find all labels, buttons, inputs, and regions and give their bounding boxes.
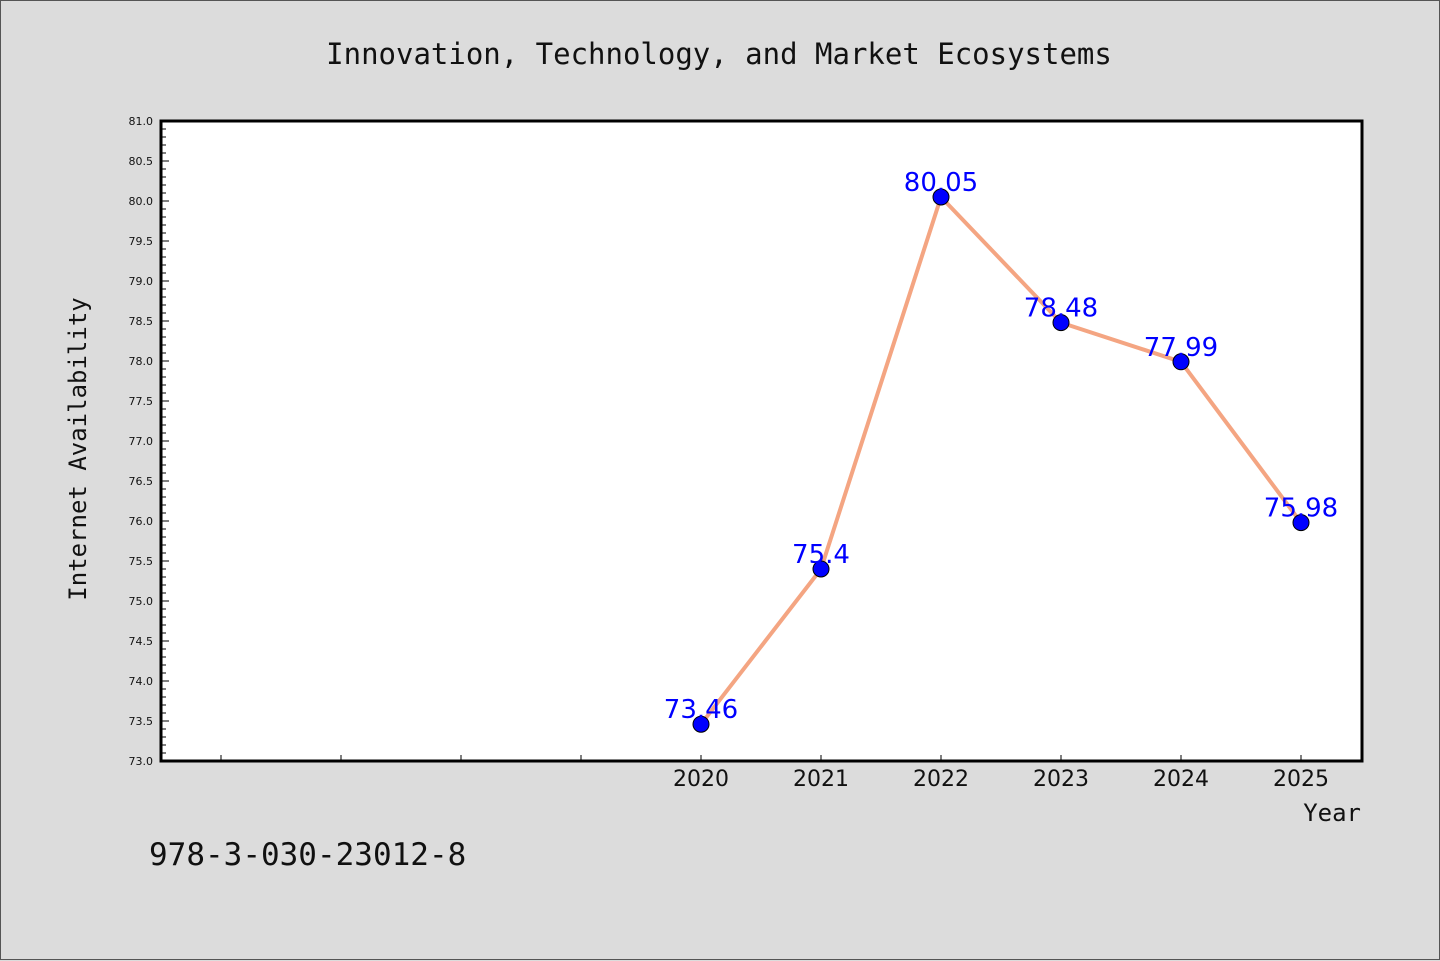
data-label: 75.4 <box>792 540 850 570</box>
data-point <box>812 560 830 578</box>
data-label: 73.46 <box>664 695 738 725</box>
x-tick-label: 2021 <box>793 767 849 792</box>
data-point <box>932 188 950 206</box>
x-tick-label: 2025 <box>1273 767 1329 792</box>
x-axis-label: Year <box>1303 799 1361 827</box>
y-tick-label: 77.0 <box>129 435 154 448</box>
y-tick-label: 73.5 <box>129 715 154 728</box>
y-tick-label: 76.5 <box>129 475 154 488</box>
y-tick-label: 79.0 <box>129 275 154 288</box>
y-tick-label: 74.0 <box>129 675 154 688</box>
y-tick-label: 78.5 <box>129 315 154 328</box>
data-point <box>692 715 710 733</box>
x-tick-label: 2022 <box>913 767 969 792</box>
x-axis-ticks: 2020 2021 2022 2023 2024 2025 <box>220 755 1329 792</box>
y-tick-label: 80.5 <box>129 155 154 168</box>
data-point <box>1052 314 1070 332</box>
x-tick-label: 2023 <box>1033 767 1089 792</box>
y-axis-label: Internet Availability <box>64 297 92 600</box>
y-tick-label: 74.5 <box>129 635 154 648</box>
x-tick-label: 2020 <box>673 767 729 792</box>
y-axis-ticks: 73.0 73.5 74.0 74.5 75.0 75.5 76.0 76.5 77.0 77.5… <box>129 115 169 768</box>
plot-area <box>159 119 1364 763</box>
data-label: 80.05 <box>904 168 978 198</box>
y-tick-label: 78.0 <box>129 355 154 368</box>
data-label: 77.99 <box>1144 333 1218 363</box>
y-tick-label: 81.0 <box>129 115 154 128</box>
data-label: 78.48 <box>1024 294 1098 324</box>
y-tick-label: 73.0 <box>129 755 154 768</box>
y-tick-label: 79.5 <box>129 235 154 248</box>
data-point <box>1292 514 1310 532</box>
x-tick-label: 2024 <box>1153 767 1209 792</box>
y-tick-label: 76.0 <box>129 515 154 528</box>
data-label: 75.98 <box>1264 494 1338 524</box>
data-point <box>1172 353 1190 371</box>
isbn-footer: 978-3-030-23012-8 <box>149 837 466 873</box>
chart-title: Innovation, Technology, and Market Ecosy… <box>326 37 1112 71</box>
series-line <box>699 195 1303 726</box>
y-tick-label: 75.5 <box>129 555 154 568</box>
y-tick-label: 75.0 <box>129 595 154 608</box>
y-tick-label: 77.5 <box>129 395 154 408</box>
series-layer: 73.46 75.4 80.05 78.48 77.99 75.98 <box>664 168 1338 733</box>
y-tick-label: 80.0 <box>129 195 154 208</box>
